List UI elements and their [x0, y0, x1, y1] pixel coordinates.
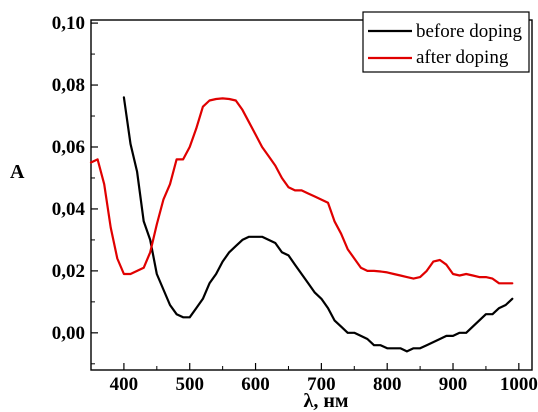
plot-area: [90, 19, 533, 371]
series-line-before-doping: [122, 96, 514, 353]
x-axis-label: λ, нм: [304, 390, 349, 412]
legend-box: [362, 11, 530, 73]
x-tick-label: 600: [241, 374, 270, 395]
y-tick-label: 0,08: [52, 75, 85, 96]
legend-label-before-doping: before doping: [416, 21, 523, 42]
y-tick-label: 0,10: [52, 13, 85, 34]
legend: before doping after doping: [362, 11, 530, 73]
y-tick-label: 0,00: [52, 323, 85, 344]
y-tick-label: 0,02: [52, 261, 85, 282]
x-tick-label: 900: [439, 374, 468, 395]
x-tick-label: 800: [373, 374, 402, 395]
y-tick-label: 0,04: [52, 199, 86, 220]
y-axis-label: A: [10, 161, 25, 183]
legend-label-after-doping: after doping: [416, 47, 509, 68]
x-tick-label: 1000: [500, 374, 538, 395]
series-layer: [89, 96, 514, 353]
x-tick-label: 400: [110, 374, 139, 395]
x-tick-label: 500: [175, 374, 204, 395]
x-axis: 400 500 600 700 800 900 1000: [90, 363, 538, 395]
plot-border: [90, 19, 533, 371]
x-tick-label: 700: [307, 374, 336, 395]
y-tick-label: 0,06: [52, 137, 85, 158]
y-axis: 0,00 0,02 0,04 0,06 0,08 0,10: [52, 13, 98, 365]
series-line-after-doping: [89, 97, 514, 285]
